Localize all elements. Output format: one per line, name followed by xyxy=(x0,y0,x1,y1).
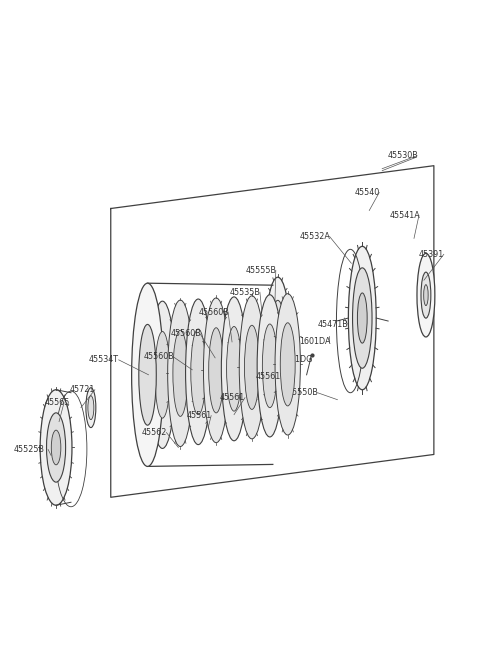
Ellipse shape xyxy=(221,297,247,441)
Text: 45530B: 45530B xyxy=(387,151,418,160)
Ellipse shape xyxy=(191,329,206,415)
Ellipse shape xyxy=(257,295,283,437)
Ellipse shape xyxy=(271,300,285,369)
Text: 45471B: 45471B xyxy=(318,320,348,329)
Text: 45525B: 45525B xyxy=(13,445,44,454)
Ellipse shape xyxy=(150,301,175,449)
Ellipse shape xyxy=(280,323,295,406)
Ellipse shape xyxy=(275,319,281,351)
Text: 45391: 45391 xyxy=(419,250,444,259)
Ellipse shape xyxy=(51,430,61,465)
Ellipse shape xyxy=(40,390,72,505)
Text: 45560B: 45560B xyxy=(170,329,201,339)
Text: 45560B: 45560B xyxy=(144,352,174,362)
Ellipse shape xyxy=(209,328,224,413)
Ellipse shape xyxy=(239,296,264,439)
Text: 45560B: 45560B xyxy=(198,308,229,316)
Text: 1601DA: 1601DA xyxy=(300,337,331,346)
Text: 45534T: 45534T xyxy=(89,356,119,364)
Ellipse shape xyxy=(263,324,277,407)
Ellipse shape xyxy=(424,285,428,306)
Text: 1601DG: 1601DG xyxy=(280,356,312,364)
Text: 45535B: 45535B xyxy=(230,288,261,297)
Ellipse shape xyxy=(266,277,290,393)
Ellipse shape xyxy=(139,324,156,425)
Ellipse shape xyxy=(348,246,376,390)
Text: 45561: 45561 xyxy=(220,393,245,402)
Text: 45562: 45562 xyxy=(142,428,167,437)
Ellipse shape xyxy=(275,293,300,435)
Text: 45721: 45721 xyxy=(70,385,96,394)
Text: 45555B: 45555B xyxy=(246,266,277,274)
Ellipse shape xyxy=(88,396,94,420)
Ellipse shape xyxy=(47,413,66,482)
Ellipse shape xyxy=(227,326,241,411)
Text: 45561: 45561 xyxy=(186,411,212,420)
Ellipse shape xyxy=(173,330,188,417)
Ellipse shape xyxy=(358,293,367,343)
Ellipse shape xyxy=(155,331,170,418)
Ellipse shape xyxy=(421,272,431,318)
Ellipse shape xyxy=(168,300,193,447)
Text: 45565: 45565 xyxy=(44,398,70,407)
Text: 45550B: 45550B xyxy=(288,388,319,397)
Ellipse shape xyxy=(417,253,435,337)
Ellipse shape xyxy=(204,298,229,443)
Text: 45532A: 45532A xyxy=(300,232,331,241)
Text: 45561: 45561 xyxy=(256,372,281,381)
Ellipse shape xyxy=(132,283,164,466)
Ellipse shape xyxy=(86,388,96,428)
Ellipse shape xyxy=(352,268,372,368)
Ellipse shape xyxy=(244,326,259,409)
Text: 45540: 45540 xyxy=(354,188,380,197)
Ellipse shape xyxy=(186,299,211,445)
Text: 45541A: 45541A xyxy=(389,211,420,220)
